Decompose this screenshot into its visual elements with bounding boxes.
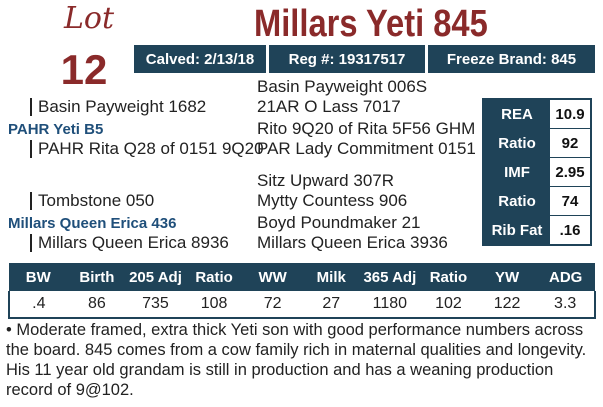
sire-sire-dam: 21AR O Lass 7017 [257, 97, 401, 116]
animal-name-title: Millars Yeti 845 [254, 3, 488, 45]
sire-sire: Basin Payweight 1682 [38, 97, 207, 116]
dam-sire-dam: Mytty Countess 906 [257, 191, 408, 210]
dam-dam: Millars Queen Erica 8936 [38, 233, 229, 252]
dam-name: Millars Queen Erica 436 [8, 215, 177, 232]
col-header: Ratio [419, 263, 478, 291]
cell-value: 72 [243, 291, 302, 319]
carcass-value: 10.9 [550, 100, 590, 128]
performance-value-row: .4 86 735 108 72 27 1180 102 122 3.3 [8, 291, 596, 319]
carcass-value: 2.95 [550, 158, 590, 186]
cell-value: 1180 [360, 291, 420, 319]
calved-date: Calved: 2/13/18 [134, 45, 266, 73]
sire-dam: PAHR Rita Q28 of 0151 9Q20 [38, 139, 264, 158]
performance-header-row: BW Birth 205 Adj Ratio WW Milk 365 Adj R… [9, 263, 595, 291]
col-header: Milk [301, 263, 361, 291]
carcass-row: REA 10.9 [484, 100, 590, 128]
col-header: Birth [67, 263, 127, 291]
col-header: 365 Adj [360, 263, 420, 291]
carcass-epd-box: REA 10.9 Ratio 92 IMF 2.95 Ratio 74 Rib … [482, 98, 592, 246]
performance-table: BW Birth 205 Adj Ratio WW Milk 365 Adj R… [8, 263, 596, 319]
cell-value: 108 [184, 291, 244, 319]
col-header: 205 Adj [126, 263, 185, 291]
dam-sire-sire: Sitz Upward 307R [257, 171, 395, 190]
dam-dam-dam: Millars Queen Erica 3936 [257, 233, 448, 252]
info-bar: Calved: 2/13/18 Reg #: 19317517 Freeze B… [134, 45, 595, 73]
sire-dam-sire: Rito 9Q20 of Rita 5F56 GHM [257, 119, 476, 138]
cell-value: 122 [477, 291, 537, 319]
sire-bracket-top [30, 98, 32, 116]
col-header: Ratio [184, 263, 244, 291]
lot-word: Lot [63, 1, 115, 36]
sire-sire-sire: Basin Payweight 006S [257, 77, 428, 96]
col-header: ADG [536, 263, 595, 291]
dam-bracket-bottom [30, 234, 32, 252]
col-header: BW [9, 263, 68, 291]
carcass-label: Ratio [484, 129, 550, 157]
carcass-row: IMF 2.95 [484, 158, 590, 186]
cell-value: 27 [301, 291, 361, 319]
carcass-value: .16 [550, 216, 590, 244]
registration-number: Reg #: 19317517 [269, 45, 425, 73]
lot-number: 12 [60, 46, 108, 93]
cell-value: 3.3 [536, 291, 596, 319]
sire-bracket-bottom [30, 140, 32, 158]
carcass-label: IMF [484, 158, 550, 186]
sire-name: PAHR Yeti B5 [8, 121, 104, 138]
freeze-brand: Freeze Brand: 845 [428, 45, 595, 73]
carcass-row: Ratio 74 [484, 187, 590, 215]
dam-sire: Tombstone 050 [38, 191, 155, 210]
col-header: WW [243, 263, 302, 291]
carcass-value: 74 [550, 187, 590, 215]
carcass-label: REA [484, 100, 550, 128]
cell-value: 86 [67, 291, 127, 319]
dam-dam-sire: Boyd Poundmaker 21 [257, 213, 421, 232]
dam-bracket-top [30, 192, 32, 210]
description-comment: • Moderate framed, extra thick Yeti son … [6, 321, 587, 399]
col-header: YW [477, 263, 537, 291]
carcass-row: Rib Fat .16 [484, 216, 590, 244]
cell-value: 102 [419, 291, 478, 319]
carcass-row: Ratio 92 [484, 129, 590, 157]
carcass-label: Ratio [484, 187, 550, 215]
carcass-value: 92 [550, 129, 590, 157]
sire-dam-dam: PAR Lady Commitment 0151 [257, 139, 476, 158]
cell-value: 735 [126, 291, 185, 319]
carcass-label: Rib Fat [484, 216, 550, 244]
cell-value: .4 [8, 291, 68, 319]
